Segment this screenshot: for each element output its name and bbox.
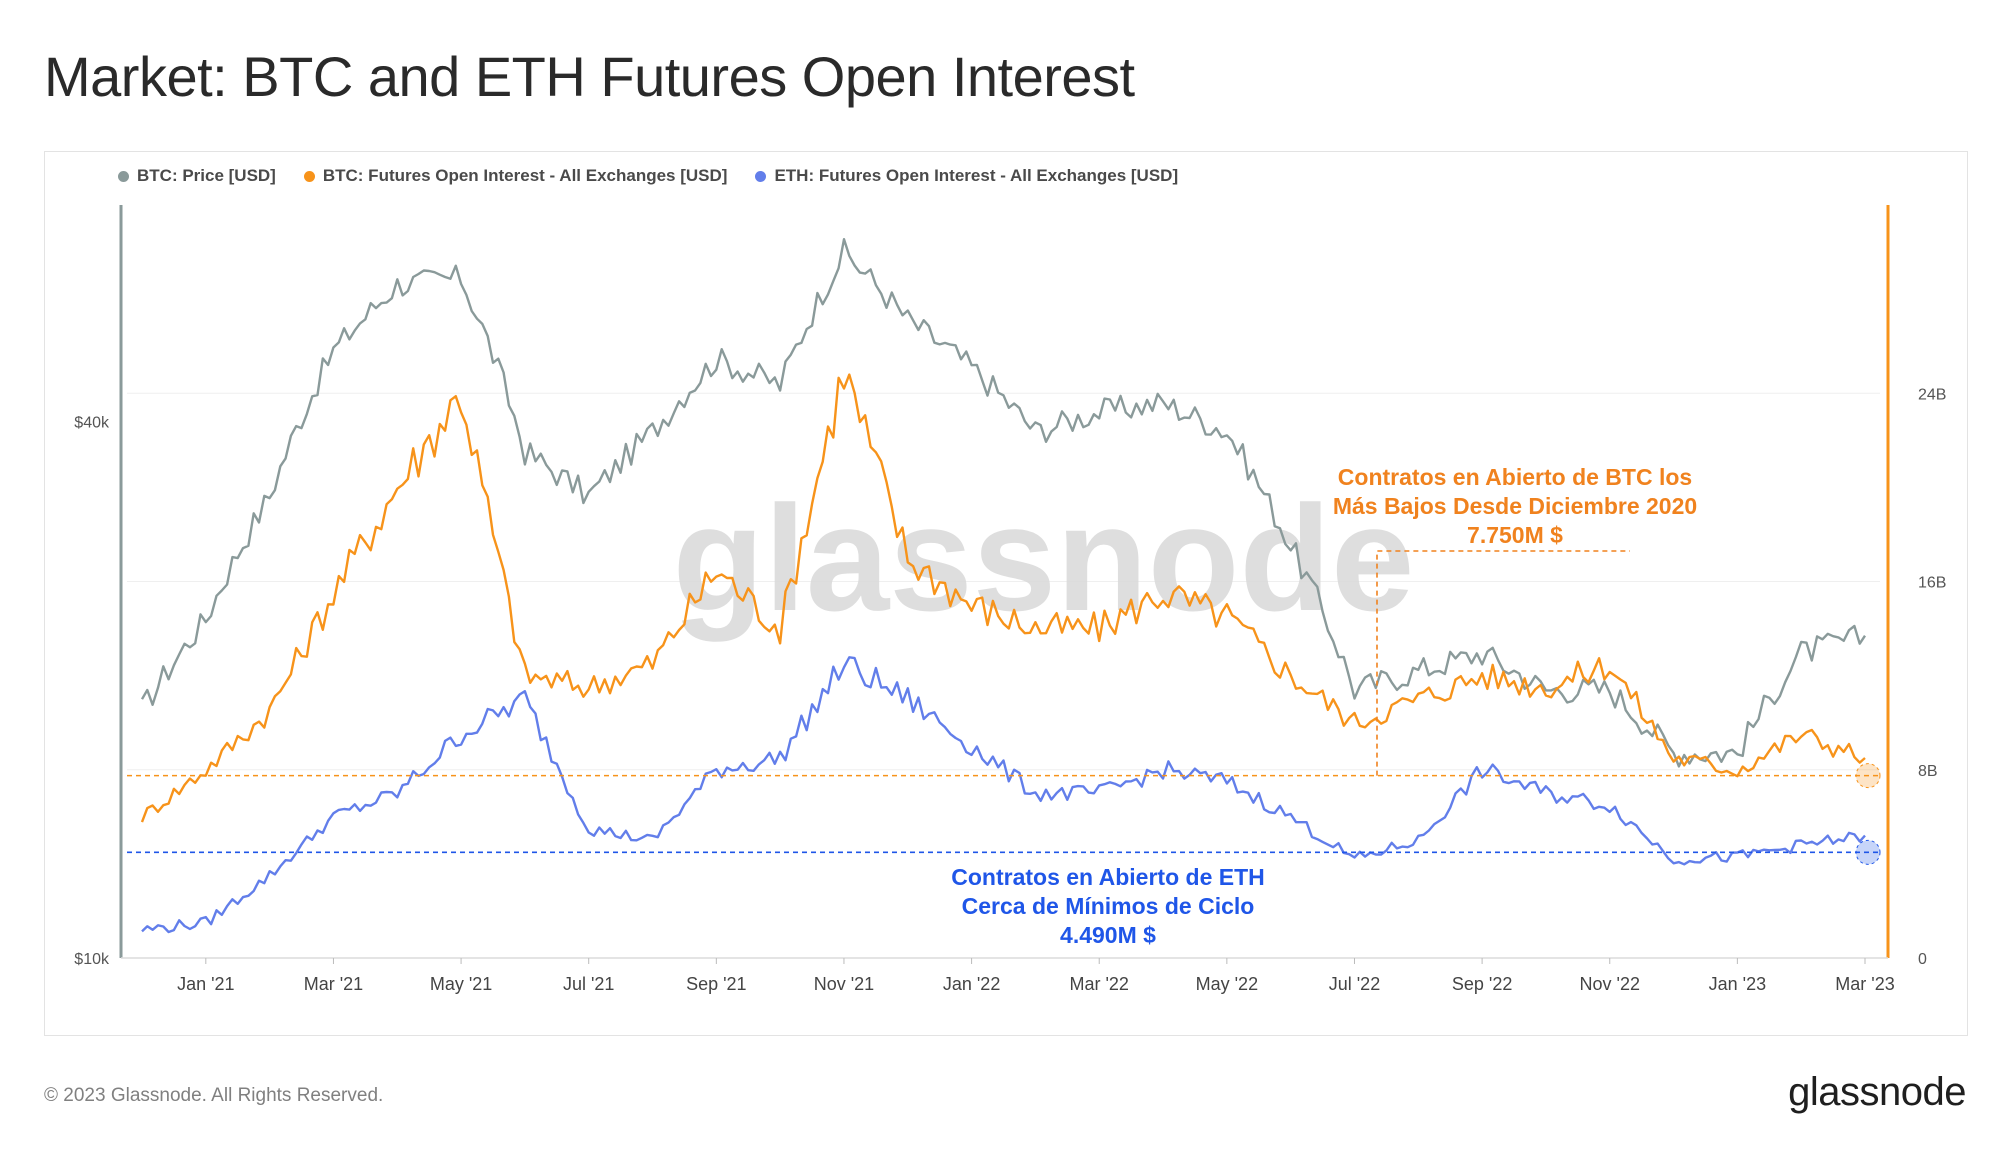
- x-tick-label: Sep '21: [686, 974, 747, 994]
- legend-dot-btc-price: [118, 170, 129, 182]
- series-line-btc-oi: [140, 373, 1866, 823]
- legend-label-btc-price: BTC: Price [USD]: [137, 166, 276, 185]
- reference-marker: [1855, 839, 1881, 865]
- reference-marker: [1855, 763, 1881, 789]
- btc-annotation-line: Más Bajos Desde Diciembre 2020: [1333, 493, 1697, 519]
- eth-annotation-line: 4.490M $: [1060, 922, 1156, 948]
- x-tick-label: Jan '23: [1709, 974, 1766, 994]
- left-tick-label: $10k: [74, 951, 110, 968]
- copyright-text: © 2023 Glassnode. All Rights Reserved.: [44, 1085, 384, 1106]
- x-tick-label: Jan '21: [177, 974, 234, 994]
- legend-label-btc-oi: BTC: Futures Open Interest - All Exchang…: [322, 166, 728, 185]
- legend-label-eth-oi: ETH: Futures Open Interest - All Exchang…: [774, 166, 1179, 185]
- x-tick-label: Mar '23: [1835, 974, 1894, 994]
- watermark-text: glassnode: [673, 474, 1415, 642]
- x-tick-label: Nov '22: [1580, 974, 1640, 994]
- legend-dot-eth-oi: [755, 170, 767, 182]
- x-tick-label: May '22: [1196, 974, 1258, 994]
- x-tick-label: Jan '22: [943, 974, 1000, 994]
- right-tick-label: 0: [1918, 951, 1927, 968]
- right-tick-label: 24B: [1918, 386, 1946, 403]
- legend-item-eth-oi[interactable]: ETH: Futures Open Interest - All Exchang…: [755, 166, 1178, 186]
- eth-annotation-line: Cerca de Mínimos de Ciclo: [962, 893, 1255, 919]
- btc-annotation-line: 7.750M $: [1467, 522, 1563, 548]
- x-tick-label: Jul '22: [1329, 974, 1380, 994]
- brand-logo: glassnode: [1788, 1070, 1966, 1114]
- legend-item-btc-oi[interactable]: BTC: Futures Open Interest - All Exchang…: [303, 166, 728, 186]
- eth-annotation-line: Contratos en Abierto de ETH: [951, 864, 1265, 890]
- chart-legend: BTC: Price [USD] BTC: Futures Open Inter…: [118, 166, 1178, 186]
- x-tick-label: Jul '21: [563, 974, 614, 994]
- x-tick-label: Sep '22: [1452, 974, 1513, 994]
- btc-annotation-text: Contratos en Abierto de BTC los Más Bajos…: [1333, 464, 1697, 548]
- x-tick-label: May '21: [430, 974, 492, 994]
- series-line-btc-price: [140, 238, 1867, 768]
- chart-panel: [44, 151, 1968, 1036]
- legend-dot-btc-oi: [303, 170, 315, 182]
- right-tick-label: 8B: [1918, 763, 1938, 780]
- x-tick-label: Mar '22: [1069, 974, 1128, 994]
- x-tick-label: Mar '21: [304, 974, 363, 994]
- eth-annotation-text: Contratos en Abierto de ETH Cerca de Míni…: [951, 864, 1265, 948]
- series-line-eth-oi: [141, 656, 1866, 934]
- right-tick-label: 16B: [1918, 575, 1946, 592]
- page-title: Market: BTC and ETH Futures Open Interes…: [44, 45, 1135, 108]
- left-tick-label: $40k: [74, 415, 110, 432]
- legend-item-btc-price[interactable]: BTC: Price [USD]: [118, 166, 276, 186]
- x-tick-label: Nov '21: [814, 974, 874, 994]
- btc-annotation-bracket: [1376, 550, 1630, 776]
- btc-annotation-line: Contratos en Abierto de BTC los: [1338, 464, 1692, 490]
